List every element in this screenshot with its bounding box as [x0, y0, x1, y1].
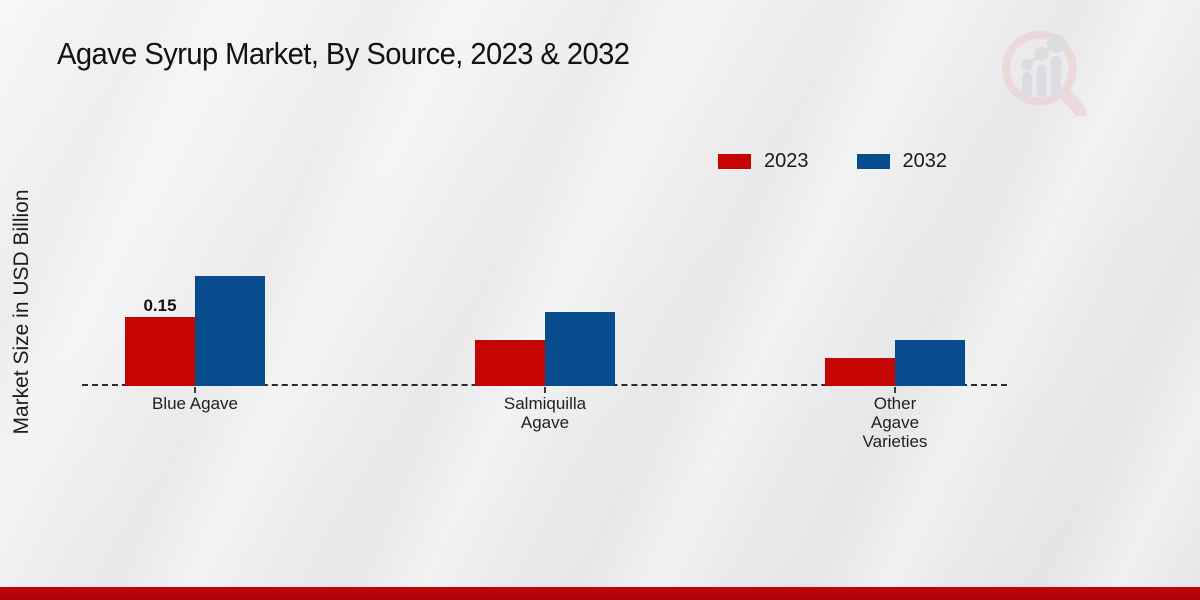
bar-2023-blue-agave [125, 317, 195, 386]
bar-2023-salmiquilla-agave [475, 340, 545, 386]
bar-2032-other-agave-varieties [895, 340, 965, 386]
bar-2032-salmiquilla-agave [545, 312, 615, 386]
category-label-other-agave-varieties: Other Agave Varieties [862, 394, 928, 451]
x-axis-tick-other-agave-varieties [894, 387, 896, 393]
legend-label-2023: 2023 [764, 150, 809, 172]
legend-swatch-2023 [718, 154, 751, 169]
footer-red-band [0, 587, 1200, 600]
legend-item-2023: 2023 [718, 150, 809, 173]
bar-value-label-2023-blue-agave: 0.15 [143, 296, 177, 315]
x-axis-tick-salmiquilla-agave [544, 387, 546, 393]
category-label-salmiquilla-agave: Salmiquilla Agave [503, 394, 587, 432]
legend: 2023 2032 [718, 150, 947, 173]
bar-2023-other-agave-varieties [825, 358, 895, 386]
legend-swatch-2032 [856, 154, 890, 169]
category-label-blue-agave: Blue Agave [151, 394, 238, 413]
legend-label-2032: 2032 [902, 150, 948, 172]
bar-2032-blue-agave [195, 276, 265, 386]
y-axis-label: Market Size in USD Billion [10, 189, 33, 435]
x-axis-tick-blue-agave [194, 387, 196, 393]
magnifier-bar-chart-logo [992, 26, 1092, 118]
chart-title: Agave Syrup Market, By Source, 2023 & 20… [57, 36, 630, 71]
legend-item-2032: 2032 [856, 150, 948, 173]
logo-svg [1001, 30, 1087, 118]
